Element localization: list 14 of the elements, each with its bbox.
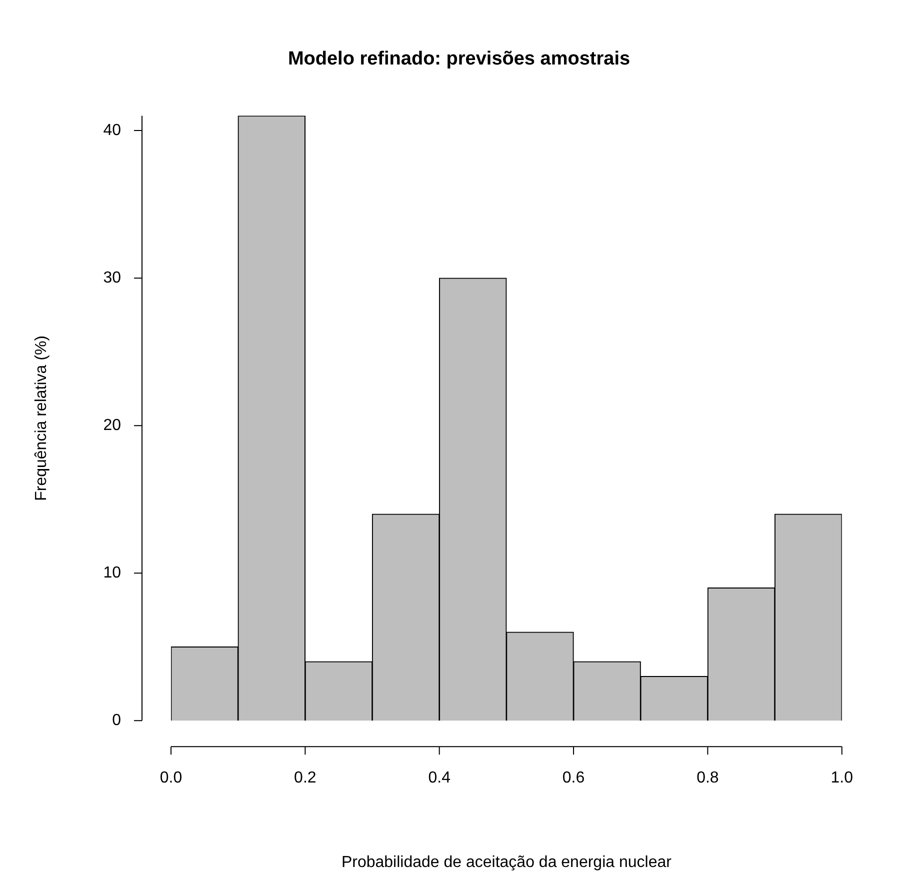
x-tick-label: 0.8: [696, 770, 719, 787]
x-tick-label: 0.6: [562, 770, 585, 787]
x-tick-label: 0.4: [428, 770, 451, 787]
x-tick-label: 0.0: [160, 770, 182, 787]
chart-title: Modelo refinado: previsões amostrais: [288, 48, 630, 70]
y-tick-label: 20: [103, 416, 122, 434]
x-axis-title: Probabilidade de aceitação da energia nuclear: [341, 854, 672, 871]
y-tick-label: 40: [103, 122, 122, 139]
x-tick-label: 1.0: [830, 770, 854, 787]
y-tick-label: 0: [112, 712, 122, 730]
y-axis-title: Frequência relativa (%): [33, 335, 50, 501]
x-tick-label: 0.2: [294, 770, 316, 787]
y-tick-label: 10: [103, 564, 122, 582]
y-tick-label: 30: [103, 269, 122, 286]
